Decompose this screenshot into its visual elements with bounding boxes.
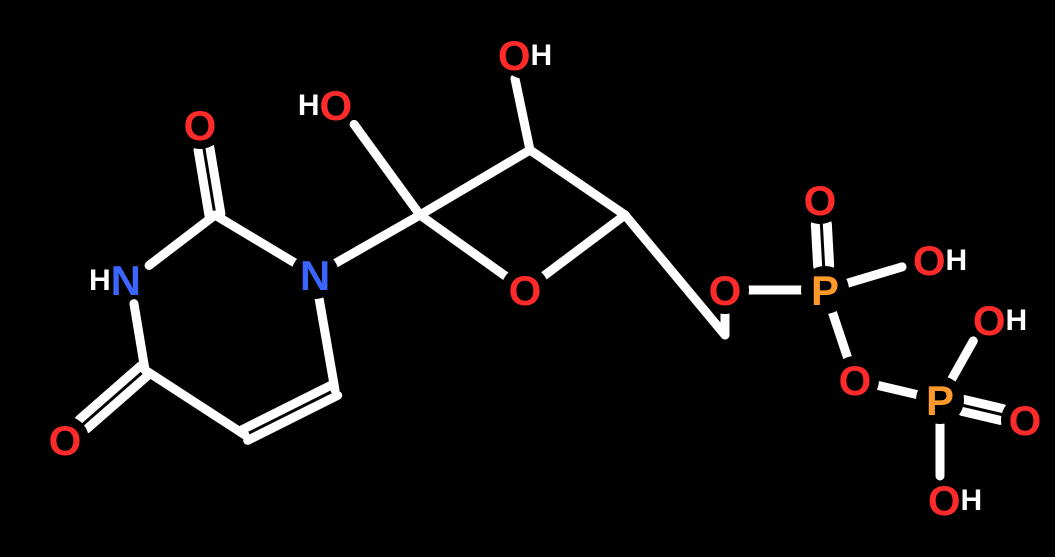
atom-label-P1: P <box>811 267 839 314</box>
atom-O12: OH <box>928 476 982 524</box>
atom-N2: N <box>291 251 339 299</box>
atom-N1: HN <box>89 256 141 304</box>
atom-label-O4: OH <box>498 32 552 79</box>
atom-label-O12: OH <box>928 477 982 524</box>
bond-C4-C1 <box>145 370 245 435</box>
atom-label-O10: OH <box>973 297 1027 344</box>
atom-O8: OH <box>913 236 967 284</box>
atom-label-O3: HO <box>298 82 352 129</box>
atom-O10: OH <box>973 296 1027 344</box>
bond-N2-C5 <box>336 215 420 263</box>
atom-label-O6: O <box>709 267 742 314</box>
atom-label-N2: N <box>300 252 330 299</box>
bond-C1-N1 <box>134 304 145 370</box>
bond-N1-C2 <box>149 215 215 265</box>
bond-C7-O5 <box>544 215 625 276</box>
atom-label-O9: O <box>839 357 872 404</box>
atom-O5: O <box>501 266 549 314</box>
bond-P1-O9 <box>833 313 848 357</box>
atom-label-O1: O <box>49 417 82 464</box>
bond-O5-C5 <box>420 215 505 276</box>
atom-label-O2: O <box>184 102 217 149</box>
bond-C2-N2 <box>215 215 294 263</box>
atom-O2: O <box>176 101 224 149</box>
atom-O11: O <box>1001 396 1049 444</box>
atom-label-O5: O <box>509 267 542 314</box>
atom-P1: P <box>801 266 849 314</box>
bond-P1-O8 <box>848 267 902 283</box>
atom-O9: O <box>831 356 879 404</box>
atom-label-O8: OH <box>913 237 967 284</box>
chemical-structure: OHNONHOOHOOPOOHOPOHOOH <box>0 0 1055 557</box>
bond-P2-O11 <box>965 400 1003 409</box>
bond-C5-C6 <box>420 150 530 215</box>
atom-O1: O <box>41 416 89 464</box>
atom-P2: P <box>916 376 964 424</box>
bond-P2-O11 <box>962 411 1000 420</box>
bond-P1-O7 <box>815 224 817 266</box>
atom-label-N1: HN <box>89 257 141 304</box>
bond-O9-P2 <box>878 385 916 394</box>
bond-N2-C3 <box>319 299 335 390</box>
atom-label-P2: P <box>926 377 954 424</box>
atom-O4: OH <box>498 31 552 79</box>
atom-O7: O <box>796 176 844 224</box>
atom-O6: O <box>701 266 749 314</box>
bond-P1-O7 <box>827 224 829 266</box>
bond-C5-O3 <box>354 124 420 215</box>
bond-C6-C7 <box>530 150 625 215</box>
atom-label-O11: O <box>1009 397 1042 444</box>
atom-label-O7: O <box>804 177 837 224</box>
bond-C6-O4 <box>515 78 530 150</box>
bond-P2-O10 <box>952 341 973 379</box>
atom-O3: HO <box>298 81 352 129</box>
